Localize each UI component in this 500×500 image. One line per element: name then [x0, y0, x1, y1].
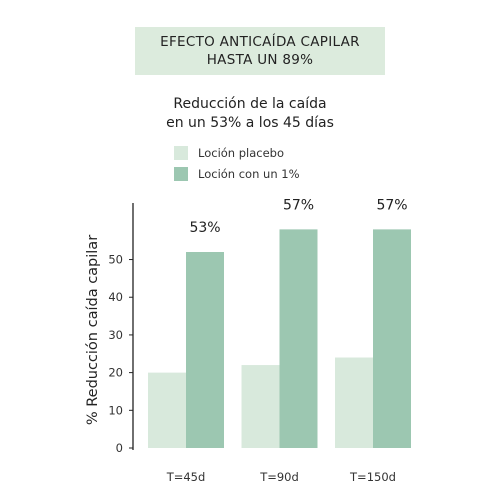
y-tick-label: 10 [108, 403, 123, 417]
y-tick-label: 50 [108, 253, 123, 267]
chart-subtitle-line-1: Reducción de la caída [173, 96, 327, 112]
data-label: 57% [283, 197, 314, 213]
legend-swatch-treatment [174, 167, 188, 181]
x-tick-label: T=150d [349, 470, 396, 484]
y-tick-label: 30 [108, 328, 123, 342]
legend-label-treatment: Loción con un 1% [198, 167, 300, 181]
bar [373, 229, 411, 448]
bar [186, 252, 224, 448]
headline-line-1: EFECTO ANTICAÍDA CAPILAR [160, 34, 360, 50]
headline-line-2: HASTA UN 89% [206, 52, 314, 68]
legend-label-placebo: Loción placebo [198, 146, 285, 160]
bar [148, 372, 186, 448]
bar [335, 357, 373, 448]
y-tick-label: 0 [116, 441, 123, 455]
bar [279, 229, 318, 448]
bar [241, 365, 280, 448]
y-tick-label: 20 [108, 366, 123, 380]
data-label: 57% [376, 197, 407, 213]
data-label: 53% [189, 220, 220, 236]
legend-swatch-placebo [174, 146, 188, 160]
headline-banner: EFECTO ANTICAÍDA CAPILAR HASTA UN 89% [135, 27, 385, 75]
x-tick-label: T=90d [259, 470, 299, 484]
y-tick-label: 40 [108, 290, 123, 304]
chart-subtitle-line-2: en un 53% a los 45 días [166, 115, 334, 131]
x-tick-label: T=45d [166, 470, 206, 484]
